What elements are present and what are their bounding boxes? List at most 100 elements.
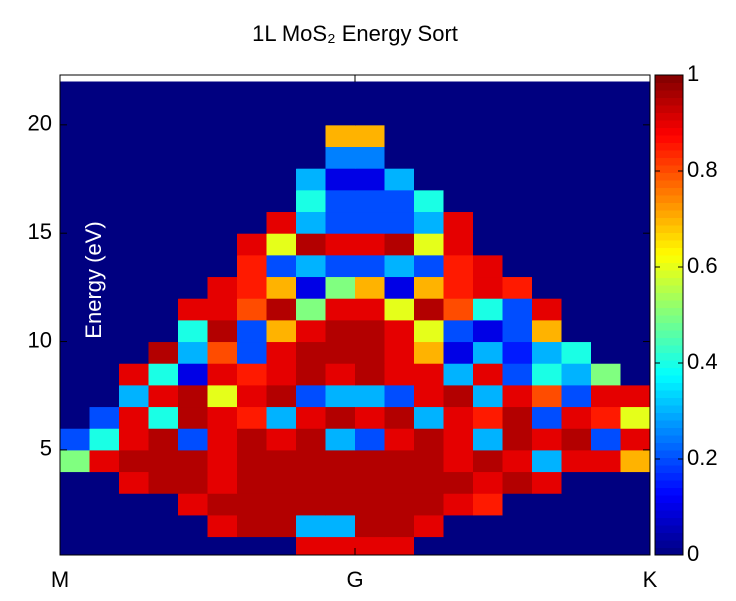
heatmap-cell (296, 406, 326, 429)
heatmap-cell (591, 124, 621, 148)
heatmap-cell (266, 146, 297, 169)
heatmap-cell (325, 168, 356, 191)
heatmap-cell (414, 233, 444, 256)
colorbar-step (655, 105, 683, 113)
heatmap-cell (207, 514, 238, 538)
heatmap-cell (502, 146, 533, 169)
heatmap-cell (178, 536, 208, 555)
colorbar-step (655, 412, 683, 421)
heatmap-cell (532, 276, 562, 299)
heatmap-cell (591, 428, 621, 451)
colorbar-step (655, 457, 683, 466)
heatmap-cell (620, 298, 650, 321)
heatmap-cell (620, 233, 650, 256)
heatmap-cell (414, 189, 444, 213)
colorbar-step (655, 397, 683, 406)
heatmap-cell (443, 319, 474, 343)
heatmap-cell (620, 81, 650, 104)
heatmap-cell (60, 341, 90, 364)
y-axis-label: Energy (eV) (81, 221, 106, 338)
heatmap-cell (502, 471, 533, 494)
heatmap-cell (325, 536, 356, 555)
heatmap-cell (473, 449, 503, 473)
heatmap-cell (207, 81, 238, 104)
y-tick-label: 20 (28, 111, 52, 136)
heatmap-cell (296, 81, 326, 104)
heatmap-cell (266, 384, 297, 408)
heatmap-cell (473, 406, 503, 429)
heatmap-cell (473, 428, 503, 451)
heatmap-cell (148, 298, 179, 321)
heatmap-cell (473, 493, 503, 516)
heatmap-cell (266, 471, 297, 494)
heatmap-cell (443, 189, 474, 213)
heatmap-cell (296, 319, 326, 343)
heatmap-cell (532, 363, 562, 386)
heatmap-cell (355, 514, 385, 538)
heatmap-cell (237, 428, 267, 451)
heatmap-cell (237, 406, 267, 429)
heatmap-cell (89, 168, 120, 191)
heatmap-cell (89, 298, 120, 321)
heatmap-cell (384, 493, 415, 516)
heatmap-cell (384, 276, 415, 299)
heatmap-cell (443, 384, 474, 408)
heatmap-cell (532, 298, 562, 321)
heatmap-cell (178, 103, 208, 126)
heatmap-cell (355, 471, 385, 494)
heatmap-cell (325, 276, 356, 299)
heatmap-cell (325, 189, 356, 213)
heatmap-cell (325, 471, 356, 494)
colorbar-step (655, 465, 683, 473)
heatmap-cell (591, 363, 621, 386)
colorbar-step (655, 352, 683, 361)
heatmap-cell (591, 536, 621, 555)
heatmap-cell (207, 536, 238, 555)
heatmap-cell (384, 146, 415, 169)
heatmap-cell (443, 471, 474, 494)
heatmap-cell (119, 189, 149, 213)
heatmap-cell (148, 146, 179, 169)
heatmap-cell (266, 428, 297, 451)
heatmap-cell (591, 103, 621, 126)
heatmap-cell (178, 471, 208, 494)
heatmap-cell (443, 298, 474, 321)
heatmap-cell (532, 168, 562, 191)
heatmap-cell (207, 341, 238, 364)
heatmap-cell (591, 233, 621, 256)
heatmap-cell (178, 514, 208, 538)
heatmap-cell (89, 124, 120, 148)
heatmap-cell (178, 406, 208, 429)
heatmap-cell (325, 428, 356, 451)
heatmap-cell (266, 254, 297, 278)
heatmap-cell (561, 146, 592, 169)
heatmap-cell (89, 319, 120, 343)
heatmap-cell (178, 233, 208, 256)
colorbar-step (655, 547, 683, 556)
heatmap-cell (119, 428, 149, 451)
heatmap-cell (237, 449, 267, 473)
heatmap-cell (443, 103, 474, 126)
heatmap-cell (237, 536, 267, 555)
colorbar-step (655, 277, 683, 286)
heatmap-cell (178, 298, 208, 321)
heatmap-cell (561, 254, 592, 278)
heatmap-cell (532, 406, 562, 429)
colorbar-step (655, 345, 683, 353)
colorbar-step (655, 435, 683, 443)
heatmap-cell (414, 341, 444, 364)
heatmap-cell (355, 493, 385, 516)
heatmap-cell (296, 298, 326, 321)
heatmap-cell (325, 233, 356, 256)
heatmap-cell (561, 168, 592, 191)
heatmap-cell (355, 536, 385, 555)
heatmap-cell (60, 406, 90, 429)
heatmap-cell (237, 81, 267, 104)
heatmap-cell (148, 406, 179, 429)
heatmap-cell (148, 493, 179, 516)
heatmap-cell (207, 276, 238, 299)
heatmap-cell (384, 103, 415, 126)
heatmap-cell (207, 146, 238, 169)
colorbar-step (655, 165, 683, 173)
heatmap-cell (178, 146, 208, 169)
